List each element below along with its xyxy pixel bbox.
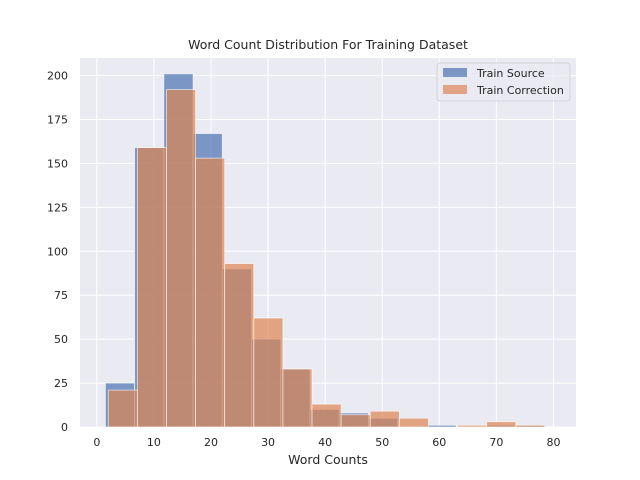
y-tick-label: 125 bbox=[47, 201, 68, 214]
chart-title: Word Count Distribution For Training Dat… bbox=[188, 37, 468, 52]
x-tick-labels: 0 10 20 30 40 50 60 70 80 bbox=[93, 436, 560, 449]
bar-train-correction bbox=[253, 317, 284, 428]
bar-train-source bbox=[426, 424, 457, 428]
bar-train-correction bbox=[311, 403, 342, 428]
bar-train-correction bbox=[340, 414, 371, 428]
bar-train-correction bbox=[515, 424, 546, 428]
x-axis-label: Word Counts bbox=[288, 452, 368, 467]
x-tick-label: 80 bbox=[546, 436, 560, 449]
bar-train-correction bbox=[282, 368, 313, 428]
x-tick-label: 40 bbox=[318, 436, 332, 449]
bar-train-correction bbox=[195, 157, 226, 428]
bar-train-correction bbox=[369, 410, 400, 428]
legend-box bbox=[436, 62, 571, 102]
y-tick-label: 0 bbox=[61, 421, 68, 434]
legend-swatch-train-correction bbox=[443, 85, 467, 94]
bar-train-correction bbox=[457, 424, 488, 428]
legend-label-train-source: Train Source bbox=[476, 67, 545, 80]
bar-train-correction bbox=[136, 147, 167, 428]
y-tick-label: 25 bbox=[54, 377, 68, 390]
y-tick-label: 150 bbox=[47, 157, 68, 170]
legend: Train Source Train Correction bbox=[436, 62, 571, 102]
bar-train-correction bbox=[224, 263, 255, 428]
y-tick-label: 175 bbox=[47, 114, 68, 127]
y-tick-label: 50 bbox=[54, 333, 68, 346]
x-tick-label: 10 bbox=[147, 436, 161, 449]
x-tick-label: 20 bbox=[204, 436, 218, 449]
y-tick-label: 75 bbox=[54, 289, 68, 302]
histogram-bars bbox=[104, 73, 546, 428]
bar-train-correction bbox=[107, 389, 138, 428]
x-tick-label: 60 bbox=[432, 436, 446, 449]
y-tick-label: 200 bbox=[47, 70, 68, 83]
legend-label-train-correction: Train Correction bbox=[476, 84, 564, 97]
x-tick-label: 30 bbox=[261, 436, 275, 449]
legend-swatch-train-source bbox=[443, 68, 467, 77]
x-tick-label: 70 bbox=[489, 436, 503, 449]
x-tick-label: 0 bbox=[93, 436, 100, 449]
y-tick-labels: 0 25 50 75 100 125 150 175 200 bbox=[47, 70, 68, 434]
y-tick-label: 100 bbox=[47, 245, 68, 258]
bar-train-correction bbox=[166, 89, 196, 428]
bar-train-correction bbox=[486, 421, 517, 428]
bar-train-correction bbox=[398, 417, 429, 428]
x-tick-label: 50 bbox=[375, 436, 389, 449]
